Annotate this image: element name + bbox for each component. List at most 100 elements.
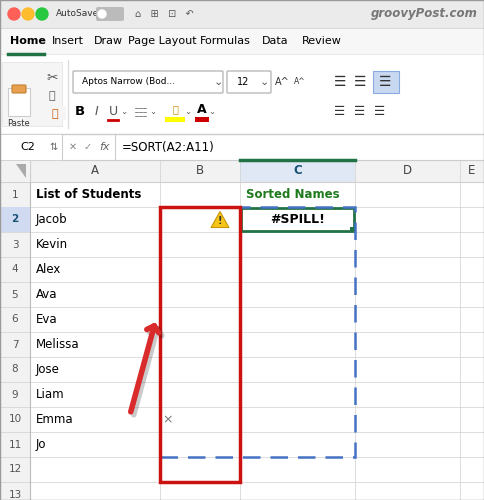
Text: D: D bbox=[403, 164, 412, 177]
Text: ☰: ☰ bbox=[354, 75, 366, 89]
Text: ⌄: ⌄ bbox=[213, 77, 223, 87]
Polygon shape bbox=[16, 164, 26, 178]
Bar bbox=[0, 134, 484, 160]
Text: A^: A^ bbox=[274, 77, 289, 87]
Text: Jacob: Jacob bbox=[36, 213, 68, 226]
Text: 1: 1 bbox=[12, 190, 18, 200]
Text: ✓: ✓ bbox=[84, 142, 92, 152]
Text: Review: Review bbox=[302, 36, 342, 46]
FancyBboxPatch shape bbox=[227, 71, 271, 93]
Text: ⌄: ⌄ bbox=[184, 107, 192, 116]
Bar bbox=[0, 0, 484, 28]
Text: ☰: ☰ bbox=[375, 105, 386, 118]
Text: ⌄: ⌄ bbox=[259, 77, 269, 87]
Bar bbox=[165, 116, 185, 121]
Text: List of Students: List of Students bbox=[36, 188, 141, 201]
Bar bbox=[0, 54, 484, 134]
Text: Alex: Alex bbox=[36, 263, 61, 276]
Text: I: I bbox=[95, 105, 99, 118]
Text: Data: Data bbox=[262, 36, 288, 46]
Bar bbox=[165, 106, 185, 120]
Text: ✂: ✂ bbox=[46, 71, 58, 85]
Text: ⌄: ⌄ bbox=[150, 107, 156, 116]
Text: B: B bbox=[75, 105, 85, 118]
Text: !: ! bbox=[218, 216, 222, 226]
Text: 2: 2 bbox=[12, 214, 18, 224]
Text: ✕: ✕ bbox=[69, 142, 77, 152]
FancyBboxPatch shape bbox=[96, 7, 124, 21]
Text: Jose: Jose bbox=[36, 363, 60, 376]
Bar bbox=[350, 227, 355, 232]
Bar bbox=[0, 28, 484, 54]
Text: B: B bbox=[196, 164, 204, 177]
Text: A: A bbox=[197, 103, 207, 116]
Bar bbox=[240, 160, 355, 182]
Text: Liam: Liam bbox=[36, 388, 65, 401]
Bar bbox=[195, 116, 209, 121]
Text: Insert: Insert bbox=[52, 36, 84, 46]
Text: 5: 5 bbox=[12, 290, 18, 300]
Text: ☰: ☰ bbox=[334, 75, 346, 89]
Text: ☰: ☰ bbox=[354, 105, 365, 118]
Text: 💧: 💧 bbox=[172, 104, 178, 115]
Bar bbox=[0, 207, 30, 232]
Text: Sorted Names: Sorted Names bbox=[246, 188, 340, 201]
Text: #SPILL!: #SPILL! bbox=[270, 213, 325, 226]
Bar bbox=[2, 62, 62, 126]
Text: ☰: ☰ bbox=[379, 75, 391, 89]
Circle shape bbox=[98, 10, 106, 18]
Text: 🖌: 🖌 bbox=[52, 109, 58, 119]
Text: Page Layout: Page Layout bbox=[128, 36, 197, 46]
Text: C: C bbox=[293, 164, 302, 177]
Text: E: E bbox=[469, 164, 476, 177]
Text: A^: A^ bbox=[294, 78, 306, 86]
Text: C2: C2 bbox=[20, 142, 35, 152]
Text: 12: 12 bbox=[237, 77, 249, 87]
Bar bbox=[8, 88, 30, 116]
Text: Home: Home bbox=[10, 36, 46, 46]
FancyBboxPatch shape bbox=[73, 71, 223, 93]
Text: 9: 9 bbox=[12, 390, 18, 400]
Bar bbox=[240, 207, 355, 232]
Circle shape bbox=[36, 8, 48, 20]
Text: groovyPost.com: groovyPost.com bbox=[371, 8, 478, 20]
Text: 13: 13 bbox=[8, 490, 22, 500]
Text: ☰: ☰ bbox=[334, 105, 346, 118]
Text: =SORT(A2:A11): =SORT(A2:A11) bbox=[122, 140, 215, 153]
Bar bbox=[0, 160, 30, 182]
Bar bbox=[0, 160, 30, 500]
Text: U: U bbox=[108, 105, 118, 118]
Text: Ava: Ava bbox=[36, 288, 58, 301]
Text: 10: 10 bbox=[8, 414, 22, 424]
Text: 12: 12 bbox=[8, 464, 22, 474]
Circle shape bbox=[8, 8, 20, 20]
Text: Draw: Draw bbox=[94, 36, 123, 46]
Text: Melissa: Melissa bbox=[36, 338, 80, 351]
Bar bbox=[0, 160, 484, 500]
Text: ⌂   ⊞   ⊡   ↶: ⌂ ⊞ ⊡ ↶ bbox=[135, 9, 194, 19]
Text: A: A bbox=[91, 164, 99, 177]
Text: ⇅: ⇅ bbox=[50, 142, 58, 152]
Bar bbox=[40, 106, 66, 120]
Text: 8: 8 bbox=[12, 364, 18, 374]
Bar bbox=[0, 160, 484, 182]
Text: Kevin: Kevin bbox=[36, 238, 68, 251]
Text: fx: fx bbox=[99, 142, 109, 152]
Bar bbox=[373, 71, 399, 93]
Circle shape bbox=[22, 8, 34, 20]
FancyBboxPatch shape bbox=[12, 85, 26, 93]
Bar bbox=[160, 207, 355, 457]
Text: Formulas: Formulas bbox=[200, 36, 251, 46]
Text: ⌄: ⌄ bbox=[209, 107, 215, 116]
Bar bbox=[160, 207, 240, 482]
Text: ×: × bbox=[163, 413, 173, 426]
Text: Emma: Emma bbox=[36, 413, 74, 426]
Text: AutoSave: AutoSave bbox=[56, 10, 99, 18]
Text: 6: 6 bbox=[12, 314, 18, 324]
Text: 4: 4 bbox=[12, 264, 18, 274]
Text: 7: 7 bbox=[12, 340, 18, 349]
Text: Aptos Narrow (Bod...: Aptos Narrow (Bod... bbox=[82, 78, 175, 86]
Text: Jo: Jo bbox=[36, 438, 46, 451]
Text: Eva: Eva bbox=[36, 313, 58, 326]
Text: 3: 3 bbox=[12, 240, 18, 250]
